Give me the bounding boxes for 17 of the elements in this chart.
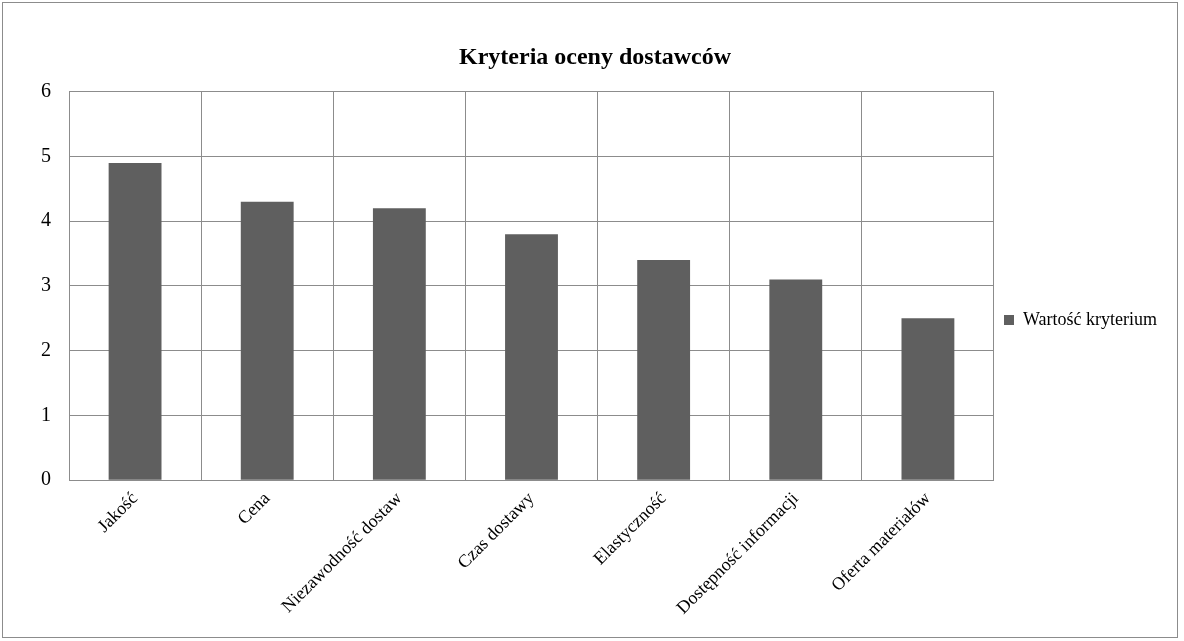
y-tick-label: 1 <box>41 402 51 425</box>
y-tick-label: 0 <box>41 467 51 490</box>
bar <box>637 260 691 480</box>
bar <box>901 318 955 480</box>
y-tick-label: 5 <box>41 143 51 166</box>
x-tick-label: Cena <box>233 487 274 529</box>
y-tick-label: 3 <box>41 273 51 296</box>
y-tick-label: 6 <box>41 79 51 102</box>
bar <box>372 208 426 480</box>
bar <box>505 234 558 480</box>
legend-label: Wartość kryterium <box>1022 308 1158 329</box>
chart-title: Kryteria oceny dostawców <box>459 42 732 69</box>
bar <box>108 163 162 480</box>
bar <box>769 279 823 480</box>
bar <box>240 201 294 480</box>
y-tick-label: 2 <box>41 337 51 360</box>
y-tick-label: 4 <box>41 208 51 231</box>
